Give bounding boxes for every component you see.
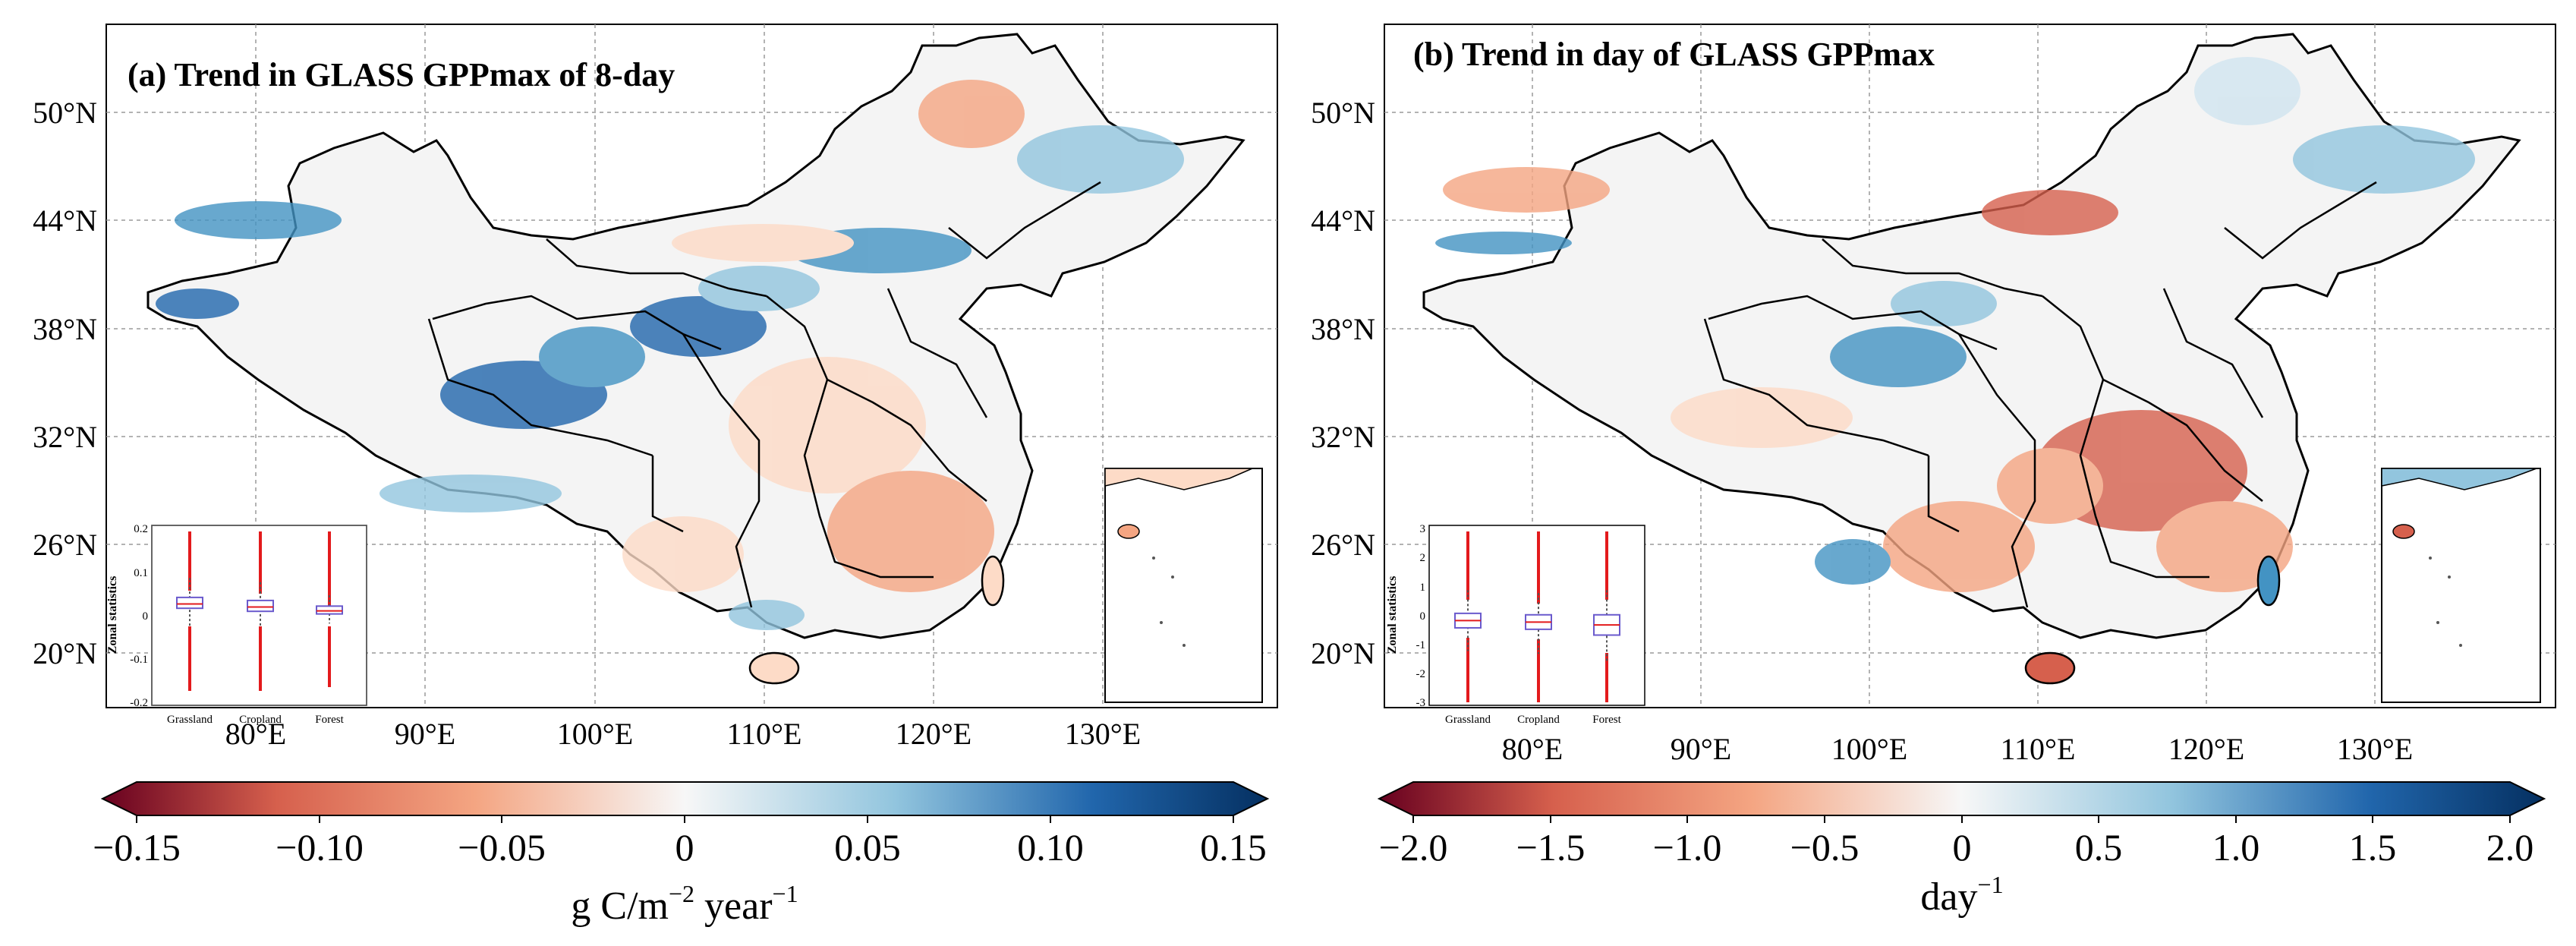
- inset-ytick: -2: [1416, 668, 1426, 680]
- trend-patches: [156, 80, 1184, 630]
- hainan: [2024, 651, 2076, 685]
- lat-label: 38°N: [1311, 312, 1375, 346]
- colorbar-tick: −1.0: [1653, 826, 1722, 869]
- boxes-b: [1454, 590, 1620, 663]
- lat-label: 32°N: [1311, 420, 1375, 454]
- colorbar: −2.0 −1.5 −1.0 −0.5 0 0.5 1.0 1.5 2.0 da…: [1377, 781, 2546, 919]
- inset-ytick: 0.1: [134, 567, 148, 579]
- colorbar-tick: 0: [675, 826, 694, 869]
- boxplot-inset: Zonal statistics 0.2 0.1 0 -0.1 -0.2 Gra…: [106, 523, 367, 726]
- lon-label: 90°E: [395, 717, 455, 751]
- lat-label: 26°N: [1311, 528, 1375, 562]
- inset-category: Cropland: [1517, 714, 1560, 726]
- panel-a-svg: Zonal statistics 0.2 0.1 0 -0.1 -0.2 Gra…: [33, 24, 1278, 928]
- scs-inset: [1104, 468, 1263, 703]
- colorbar-tick: −0.10: [276, 826, 364, 869]
- inset-ytick: 2: [1420, 552, 1426, 564]
- inset-ytick: 1: [1420, 582, 1426, 594]
- inset-ytick: -1: [1416, 639, 1426, 651]
- lon-label: 80°E: [225, 717, 286, 751]
- boxes-a: [176, 578, 343, 628]
- colorbar: −0.15 −0.10 −0.05 0 0.05 0.10 0.15 g C/m…: [93, 781, 1270, 928]
- colorbar-tick: 2.0: [2486, 826, 2534, 869]
- lat-label: 20°N: [33, 636, 97, 670]
- colorbar-label: g C/m−2 year−1: [571, 880, 798, 928]
- inset-ylabel: Zonal statistics: [1386, 576, 1399, 654]
- inset-category: Cropland: [239, 714, 282, 726]
- colorbar-tick: 0: [1953, 826, 1972, 869]
- outliers: [1466, 531, 1608, 702]
- lat-label: 50°N: [1311, 96, 1375, 130]
- inset-ytick: 0: [143, 610, 149, 623]
- lon-label: 120°E: [896, 717, 972, 751]
- lon-label: 100°E: [557, 717, 633, 751]
- lat-label: 20°N: [1311, 636, 1375, 670]
- inset-ytick: 0.2: [134, 523, 148, 535]
- scs-inset: [2381, 468, 2541, 703]
- colorbar-tick: −0.15: [93, 826, 181, 869]
- province-boundaries: [1703, 181, 2377, 608]
- box-forest: [316, 605, 343, 615]
- inset-ytick: -0.1: [130, 654, 148, 666]
- colorbar-tick: −1.5: [1516, 826, 1586, 869]
- lat-label: 44°N: [33, 203, 97, 238]
- lon-label: 130°E: [2337, 732, 2413, 766]
- lat-label: 50°N: [33, 96, 97, 130]
- inset-category: Forest: [1592, 714, 1621, 726]
- lat-label: 26°N: [33, 528, 97, 562]
- lon-label: 90°E: [1671, 732, 1731, 766]
- lat-label: 44°N: [1311, 203, 1375, 238]
- taiwan: [2256, 555, 2281, 607]
- inset-ytick: -3: [1416, 697, 1426, 709]
- colorbar-tick: 0.10: [1017, 826, 1084, 869]
- box-cropland: [247, 599, 274, 613]
- box-grassland: [176, 596, 203, 610]
- inset-category: Forest: [315, 714, 344, 726]
- inset-category: Grassland: [167, 714, 213, 726]
- inset-ytick: -0.2: [130, 697, 148, 709]
- lon-label: 120°E: [2168, 732, 2244, 766]
- panel-title: (b) Trend in day of GLASS GPPmax: [1413, 36, 1935, 73]
- lon-label: 80°E: [1502, 732, 1563, 766]
- boxplot-inset: Zonal statistics 3 2 1 0 -1 -2 -3 Grassl…: [1386, 523, 1645, 726]
- inset-ytick: 0: [1420, 610, 1426, 623]
- lon-label: 130°E: [1065, 717, 1141, 751]
- colorbar-tick: 1.0: [2212, 826, 2260, 869]
- lon-label: 100°E: [1831, 732, 1907, 766]
- inset-ylabel: Zonal statistics: [106, 576, 119, 654]
- lon-label: 110°E: [727, 717, 802, 751]
- lon-label: 110°E: [2001, 732, 2076, 766]
- lat-label: 38°N: [33, 312, 97, 346]
- inset-ytick: 3: [1420, 523, 1426, 535]
- inset-category: Grassland: [1445, 714, 1491, 726]
- colorbar-tick: −0.05: [458, 826, 546, 869]
- colorbar-tick: −0.5: [1790, 826, 1860, 869]
- panel-a: Zonal statistics 0.2 0.1 0 -0.1 -0.2 Gra…: [33, 24, 1278, 928]
- colorbar-tick: 0.5: [2075, 826, 2123, 869]
- panel-b: Zonal statistics 3 2 1 0 -1 -2 -3 Grassl…: [1288, 0, 2576, 946]
- colorbar-tick: 0.15: [1200, 826, 1267, 869]
- outliers: [188, 531, 331, 691]
- province-boundaries: [427, 181, 1101, 608]
- colorbar-tick: −2.0: [1379, 826, 1448, 869]
- hainan: [748, 651, 800, 685]
- taiwan: [981, 555, 1005, 607]
- colorbar-label: day−1: [1920, 871, 2003, 919]
- colorbar-tick: 1.5: [2349, 826, 2397, 869]
- panel-b-svg: Zonal statistics 3 2 1 0 -1 -2 -3 Grassl…: [1311, 24, 2556, 919]
- colorbar-tick: 0.05: [834, 826, 901, 869]
- panel-title: (a) Trend in GLASS GPPmax of 8-day: [128, 56, 675, 93]
- lat-label: 32°N: [33, 420, 97, 454]
